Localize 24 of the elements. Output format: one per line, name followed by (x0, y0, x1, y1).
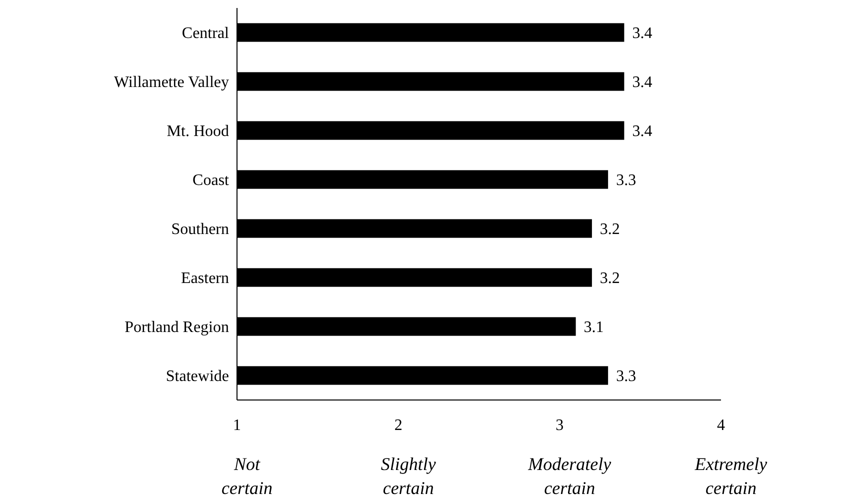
x-tick-label: 2 (394, 417, 402, 434)
data-label: 3.4 (632, 74, 652, 92)
text: Not certain (222, 454, 272, 498)
y-tick-label: Portland Region (124, 319, 229, 336)
data-label: 3.4 (632, 25, 652, 42)
y-tick-label: Southern (171, 221, 229, 238)
y-tick-label: Central (182, 25, 230, 42)
y-tick-label: Eastern (181, 270, 229, 288)
data-label: 3.3 (616, 172, 636, 190)
data-label: 3.2 (600, 221, 620, 238)
data-label: 3.2 (600, 270, 620, 288)
data-label: 3.1 (584, 319, 604, 336)
y-tick-label: Mt. Hood (166, 123, 229, 140)
data-label: 3.4 (632, 123, 652, 140)
y-tick-label: Willamette Valley (114, 74, 229, 92)
x-tick-label: 3 (556, 417, 564, 434)
x-tick-label: 1 (233, 417, 241, 434)
text: Slightly certain (380, 454, 436, 498)
y-tick-label: Statewide (166, 368, 229, 386)
text: Extremely certain (694, 454, 768, 498)
data-label: 3.3 (616, 368, 636, 386)
y-tick-label: Coast (192, 172, 230, 190)
x-tick-label: 4 (717, 417, 725, 434)
text: Moderately certain (527, 454, 612, 498)
